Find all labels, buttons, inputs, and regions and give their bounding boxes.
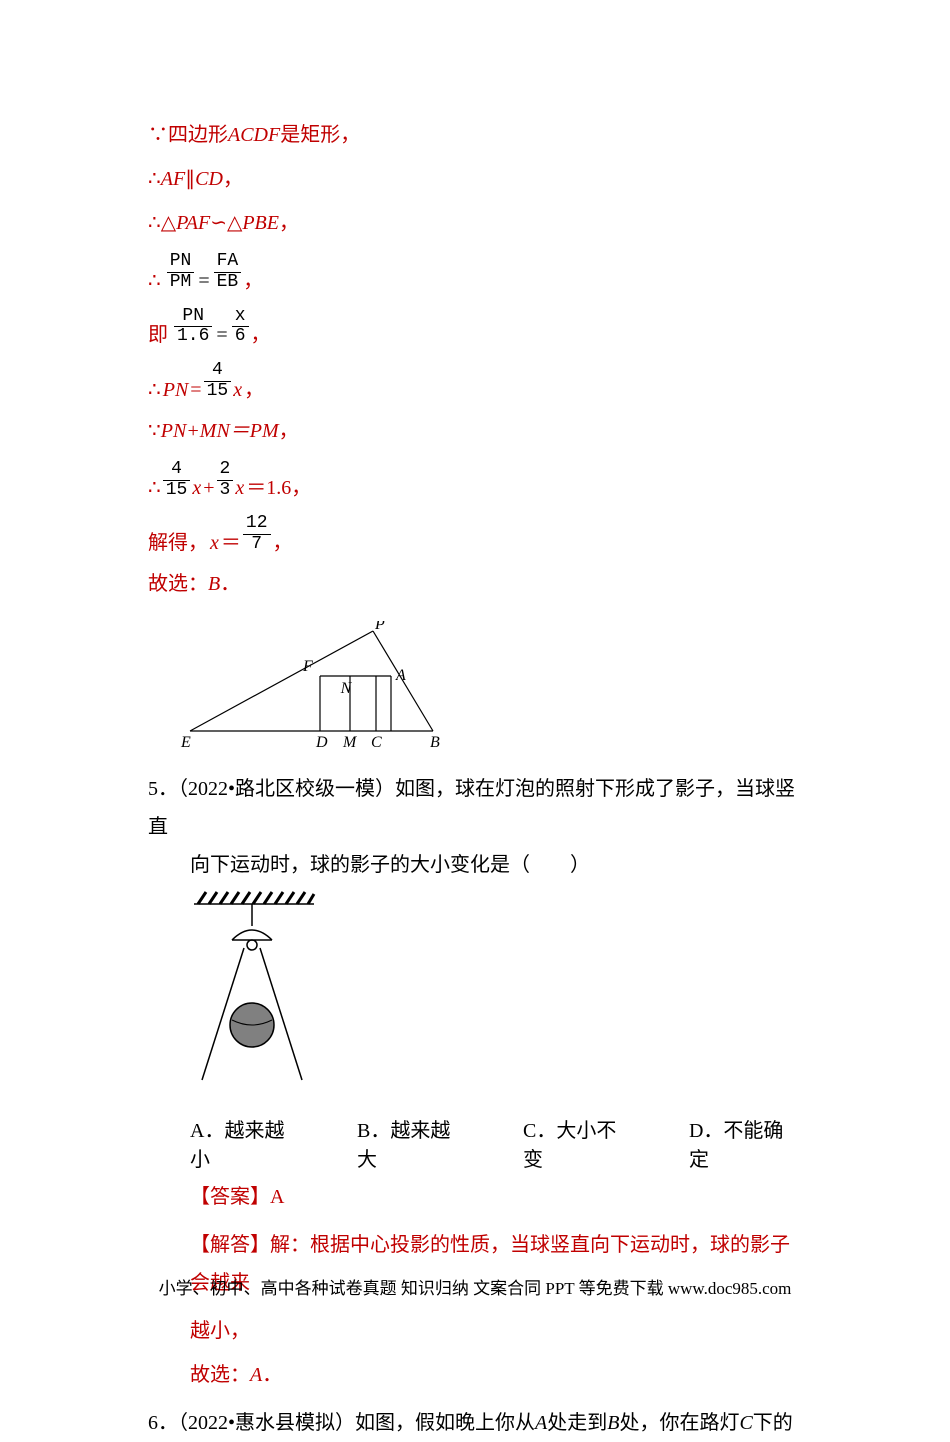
sol4-line9: 解得， x ＝ 12 7 ， — [148, 514, 802, 555]
sol4-line10: 故选：B． — [148, 569, 802, 599]
q5-explain-2: 越小， — [190, 1316, 802, 1346]
page-content: ∵四边形ACDF是矩形， ∴AF∥CD， ∴△PAF∽△PBE， ∴ PN PM… — [0, 0, 950, 1442]
svg-text:D: D — [315, 734, 328, 751]
svg-text:F: F — [302, 658, 313, 675]
q5-conclusion: 故选：A． — [190, 1360, 802, 1390]
sol4-line7: ∵PN+MN＝PM， — [148, 416, 802, 446]
sol4-line2: ∴AF∥CD， — [148, 164, 802, 194]
sol4-line5: 即 PN 1.6 = x 6 ， — [148, 307, 802, 348]
svg-text:A: A — [395, 667, 406, 684]
svg-text:B: B — [430, 734, 440, 751]
q5-option-c: C．大小不变 — [523, 1114, 635, 1172]
svg-text:C: C — [371, 734, 382, 751]
sol4-line6: ∴ PN = 4 15 x ， — [148, 361, 802, 402]
q5-answer: 【答案】A — [190, 1182, 802, 1212]
sol4-line1: ∵四边形ACDF是矩形， — [148, 120, 802, 150]
diagram-lamp-ball — [190, 890, 320, 1085]
q5-options: A．越来越小 B．越来越大 C．大小不变 D．不能确定 — [148, 1114, 802, 1172]
sol4-line4: ∴ PN PM = FA EB ， — [148, 252, 802, 293]
sol4-line8: ∴ 4 15 x + 2 3 x ＝1.6， — [148, 460, 802, 501]
diagram-triangle: P F A N E D M C B — [178, 621, 463, 751]
svg-text:M: M — [342, 734, 358, 751]
page-footer: 小学、初中、高中各种试卷真题 知识归纳 文案合同 PPT 等免费下载 www.d… — [0, 1274, 950, 1299]
question-5: 5．（2022•路北区校级一模）如图，球在灯泡的照射下形成了影子，当球竖直 — [148, 770, 802, 846]
sol4-line3: ∴△PAF∽△PBE， — [148, 208, 802, 238]
question-5-line2: 向下运动时，球的影子的大小变化是（ ） — [148, 846, 802, 884]
question-6: 6．（2022•惠水县模拟）如图，假如晚上你从A处走到B处，你在路灯C下的 — [148, 1404, 802, 1442]
q5-option-b: B．越来越大 — [357, 1114, 469, 1172]
svg-text:P: P — [374, 621, 385, 633]
svg-text:E: E — [180, 734, 191, 751]
q5-option-d: D．不能确定 — [689, 1114, 802, 1172]
q5-option-a: A．越来越小 — [190, 1114, 303, 1172]
svg-text:N: N — [340, 680, 353, 697]
